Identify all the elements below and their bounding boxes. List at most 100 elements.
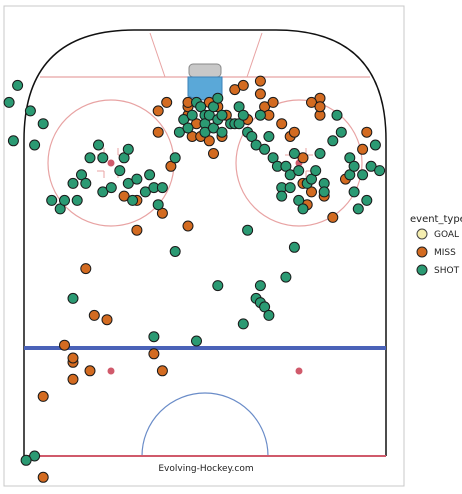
shot-point-miss — [152, 126, 164, 138]
legend: event_type GOAL MISS SHOT — [410, 214, 462, 276]
shot-point-miss — [37, 471, 49, 483]
shot-point-shot — [276, 190, 288, 202]
shot-point-shot — [288, 148, 300, 159]
shot-point-shot — [114, 165, 126, 177]
shot-point-shot — [237, 318, 249, 330]
shot-point-shot — [259, 301, 271, 313]
shot-point-miss — [161, 96, 173, 108]
legend-label-miss: MISS — [434, 248, 456, 258]
shot-point-shot — [97, 186, 109, 198]
center-circle — [141, 392, 269, 457]
shot-point-miss — [254, 75, 266, 87]
shot-point-shot — [357, 169, 369, 181]
shot-point-miss — [148, 348, 160, 360]
shot-points — [3, 75, 386, 483]
shot-point-shot — [148, 331, 160, 343]
legend-label-shot: SHOT — [434, 266, 460, 276]
shot-point-shot — [191, 335, 202, 347]
shot-point-shot — [310, 165, 322, 177]
shot-point-shot — [288, 241, 300, 253]
shot-point-shot — [122, 143, 134, 155]
shot-point-shot — [122, 177, 134, 189]
shot-point-miss — [361, 126, 373, 138]
legend-swatch-miss — [416, 246, 428, 258]
shot-point-shot — [178, 114, 190, 125]
shot-point-miss — [288, 126, 300, 138]
shot-point-shot — [293, 194, 305, 206]
shot-point-shot — [67, 292, 79, 304]
shot-point-miss — [165, 160, 177, 172]
shot-point-shot — [212, 280, 224, 292]
neutral-dot-right — [295, 367, 303, 375]
faceoff-circle-right — [235, 99, 363, 227]
shot-point-miss — [84, 365, 96, 377]
shot-point-shot — [293, 165, 305, 177]
shot-point-shot — [12, 79, 24, 91]
shot-point-shot — [365, 160, 377, 172]
shot-point-miss — [80, 263, 92, 275]
shot-point-shot — [29, 139, 41, 151]
shot-point-shot — [169, 152, 181, 164]
shot-point-shot — [284, 182, 296, 194]
shot-point-miss — [88, 309, 100, 321]
shot-point-shot — [212, 92, 224, 104]
shot-point-shot — [186, 109, 198, 121]
shot-point-shot — [344, 152, 356, 164]
shot-point-shot — [361, 194, 373, 206]
shot-point-miss — [297, 152, 309, 164]
shot-point-miss — [156, 365, 168, 377]
shot-point-shot — [76, 169, 87, 181]
shot-point-shot — [327, 135, 339, 147]
shot-point-shot — [263, 131, 275, 142]
shot-point-miss — [182, 220, 194, 232]
shot-point-miss — [101, 314, 113, 326]
shot-point-miss — [152, 105, 164, 117]
shot-point-shot — [144, 169, 156, 181]
shot-point-shot — [250, 139, 262, 151]
faceoff-dot-left — [107, 159, 115, 167]
shot-point-shot — [97, 152, 109, 164]
shot-point-shot — [335, 126, 347, 138]
shot-point-shot — [24, 105, 36, 117]
shot-point-shot — [139, 186, 151, 198]
shot-point-shot — [237, 109, 249, 121]
shot-point-miss — [37, 390, 49, 402]
shot-point-shot — [195, 101, 207, 113]
shot-point-shot — [344, 169, 356, 181]
shot-point-shot — [29, 450, 41, 462]
shot-point-shot — [173, 126, 185, 138]
shot-point-shot — [54, 203, 66, 215]
shot-point-shot — [152, 199, 164, 211]
shot-point-miss — [254, 88, 266, 100]
rink — [23, 29, 387, 457]
shot-point-shot — [46, 194, 58, 206]
shot-point-shot — [67, 177, 79, 189]
shot-point-shot — [254, 109, 266, 121]
neutral-dot-left — [107, 367, 115, 375]
shot-point-miss — [327, 211, 339, 223]
shot-point-shot — [59, 194, 70, 206]
shot-point-shot — [331, 109, 343, 121]
shot-point-shot — [7, 135, 19, 147]
shot-point-shot — [352, 203, 364, 215]
shot-point-miss — [267, 96, 279, 108]
shot-point-shot — [80, 177, 92, 189]
shot-point-shot — [127, 194, 139, 206]
legend-swatch-goal — [416, 228, 428, 240]
shot-point-miss — [67, 373, 79, 385]
shot-point-shot — [71, 194, 83, 206]
shot-point-miss — [306, 96, 317, 108]
shot-point-shot — [3, 96, 15, 108]
shot-point-shot — [259, 143, 271, 155]
legend-label-goal: GOAL — [434, 230, 459, 240]
credit-text: Evolving-Hockey.com — [158, 464, 253, 474]
shot-point-miss — [357, 143, 369, 155]
shot-point-shot — [297, 203, 309, 215]
shot-point-shot — [280, 271, 292, 283]
shot-point-miss — [59, 339, 70, 351]
shot-point-miss — [203, 135, 215, 147]
shot-point-shot — [348, 186, 360, 198]
goal-net — [188, 63, 222, 78]
shot-point-shot — [216, 126, 228, 138]
shot-point-miss — [67, 352, 79, 364]
